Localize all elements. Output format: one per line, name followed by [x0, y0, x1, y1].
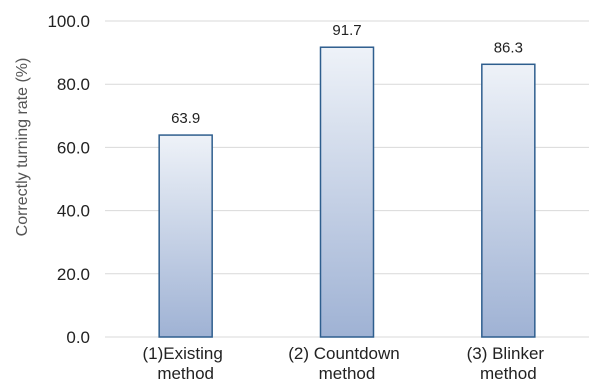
y-tick-label: 80.0 — [57, 75, 90, 94]
data-label: 63.9 — [171, 110, 200, 127]
x-tick-label: (1)Existing — [143, 344, 223, 363]
y-axis-title: Correctly turning rate (%) — [14, 58, 31, 237]
y-tick-label: 60.0 — [57, 138, 90, 157]
data-label: 91.7 — [332, 22, 361, 39]
bar — [481, 63, 536, 338]
x-tick-label: method — [319, 364, 376, 383]
y-tick-label: 0.0 — [66, 328, 90, 347]
y-tick-label: 40.0 — [57, 202, 90, 221]
bar — [319, 46, 375, 338]
y-tick-label: 100.0 — [47, 12, 90, 31]
x-tick-label: (2) Countdown — [288, 344, 400, 363]
bars — [158, 46, 536, 338]
data-label: 86.3 — [494, 39, 523, 56]
bar — [158, 134, 213, 338]
x-tick-label: method — [480, 364, 537, 383]
x-tick-label: method — [157, 364, 214, 383]
x-tick-label: (3) Blinker — [467, 344, 545, 363]
y-tick-label: 20.0 — [57, 265, 90, 284]
labels: 0.020.040.060.080.0100.063.9(1)Existingm… — [47, 12, 544, 383]
